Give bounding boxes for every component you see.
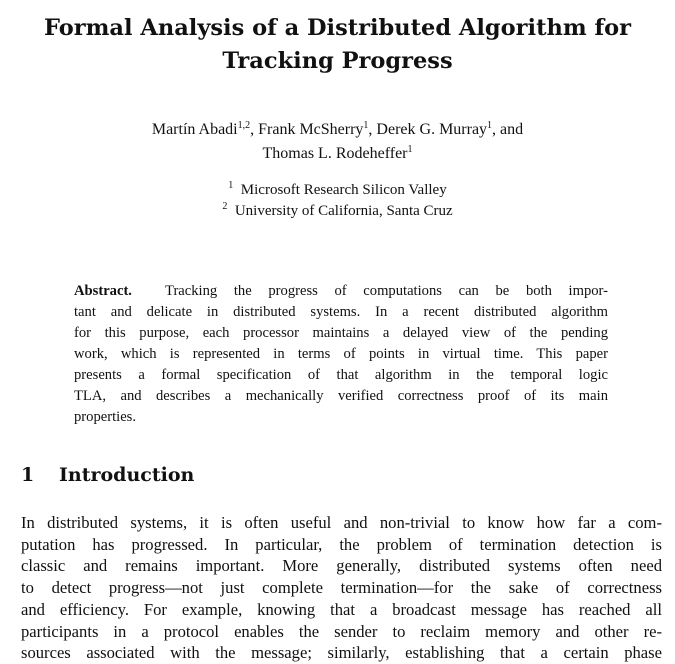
- title-line-2: Tracking Progress: [222, 48, 453, 74]
- abstract-text: Tracking the progress of computations ca…: [165, 283, 608, 299]
- section-heading: 1 Introduction: [21, 461, 194, 489]
- author-affiliation-mark: 1,2: [237, 120, 251, 131]
- author-separator: ,: [250, 121, 259, 138]
- abstract-label: Abstract.: [74, 283, 132, 299]
- authors-line-2: Thomas L. Rodeheffer1: [0, 142, 675, 166]
- body-line: putation has progressed. In particular, …: [21, 534, 662, 554]
- author-separator: , and: [492, 121, 524, 138]
- author-name: Thomas L. Rodeheffer: [262, 145, 408, 162]
- body-line: In distributed systems, it is often usef…: [21, 513, 662, 532]
- intro-paragraph: In distributed systems, it is often usef…: [21, 512, 662, 664]
- affiliation: 1 Microsoft Research Silicon Valley: [0, 180, 675, 201]
- author-separator: ,: [368, 121, 377, 138]
- author-affiliation-mark: 1: [487, 120, 493, 131]
- author-name: Martín Abadi: [151, 121, 238, 138]
- body-line: sources associated with the message; sim…: [21, 643, 662, 663]
- body-line: participants in a protocol enables the s…: [21, 621, 662, 641]
- author-list: Martín Abadi1,2, Frank McSherry1, Derek …: [0, 118, 675, 166]
- abstract-line: presents a formal specification of that …: [74, 367, 608, 383]
- abstract-line: tant and delicate in distributed systems…: [74, 304, 608, 320]
- affiliation-name: Microsoft Research Silicon Valley: [240, 182, 447, 198]
- abstract-line: Abstract. Tracking the progress of compu…: [74, 281, 608, 302]
- author-name: Derek G. Murray: [376, 121, 488, 138]
- abstract-line: TLA, and describes a mechanically verifi…: [74, 388, 608, 404]
- affiliation-mark: 1: [228, 180, 234, 191]
- author-name: Frank McSherry: [258, 121, 364, 138]
- body-line: classic and remains important. More gene…: [21, 556, 662, 576]
- abstract-line: for this purpose, each processor maintai…: [74, 325, 608, 341]
- affiliation-mark: 2: [222, 201, 228, 212]
- paper-title: Formal Analysis of a Distributed Algorit…: [0, 12, 675, 78]
- body-line: and efficiency. For example, knowing tha…: [21, 599, 662, 619]
- abstract-line: work, which is represented in terms of p…: [74, 346, 608, 362]
- abstract: Abstract. Tracking the progress of compu…: [74, 281, 608, 428]
- section-title: Introduction: [59, 464, 195, 486]
- affiliation-list: 1 Microsoft Research Silicon Valley 2 Un…: [0, 180, 675, 222]
- section-number: 1: [21, 464, 35, 486]
- author-affiliation-mark: 1: [407, 144, 413, 155]
- author-affiliation-mark: 1: [363, 120, 369, 131]
- affiliation-name: University of California, Santa Cruz: [234, 203, 453, 219]
- affiliation: 2 University of California, Santa Cruz: [0, 201, 675, 222]
- abstract-line: properties.: [74, 409, 137, 425]
- body-line: to detect progress—not just complete ter…: [21, 578, 662, 598]
- title-line-1: Formal Analysis of a Distributed Algorit…: [44, 15, 631, 41]
- authors-line-1: Martín Abadi1,2, Frank McSherry1, Derek …: [0, 118, 675, 142]
